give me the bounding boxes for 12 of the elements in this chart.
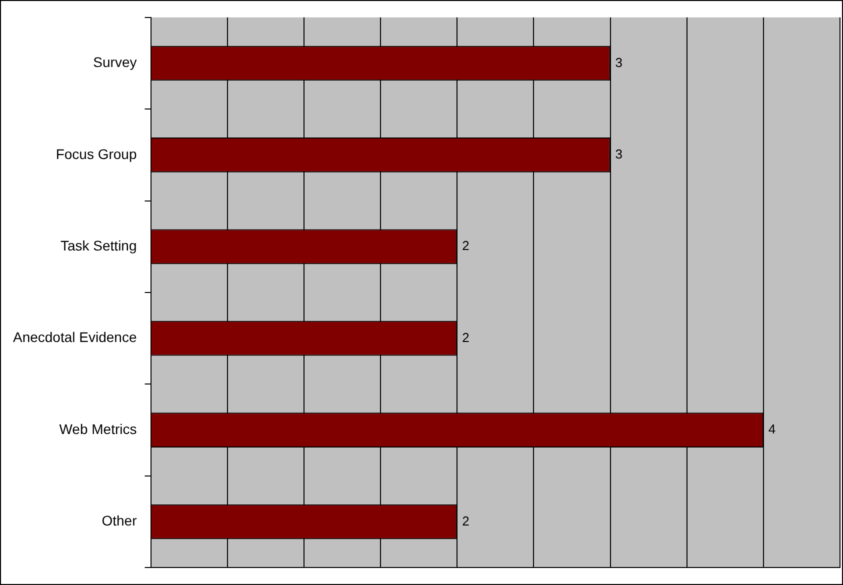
data-label: 2 [462, 238, 470, 254]
data-label: 4 [768, 422, 776, 437]
y-tick-label: Other [102, 512, 138, 529]
data-label: 3 [615, 54, 622, 70]
y-tick-label: Task Setting [60, 238, 137, 254]
y-tick-label: Survey [93, 54, 137, 70]
y-tick-label: Web Metrics [59, 420, 137, 437]
y-tick-label: Anecdotal Evidence [12, 329, 137, 346]
data-label: 3 [615, 146, 622, 162]
data-label: 2 [462, 513, 470, 528]
y-tick-label: Focus Group [56, 146, 137, 162]
data-label: 2 [462, 330, 470, 345]
